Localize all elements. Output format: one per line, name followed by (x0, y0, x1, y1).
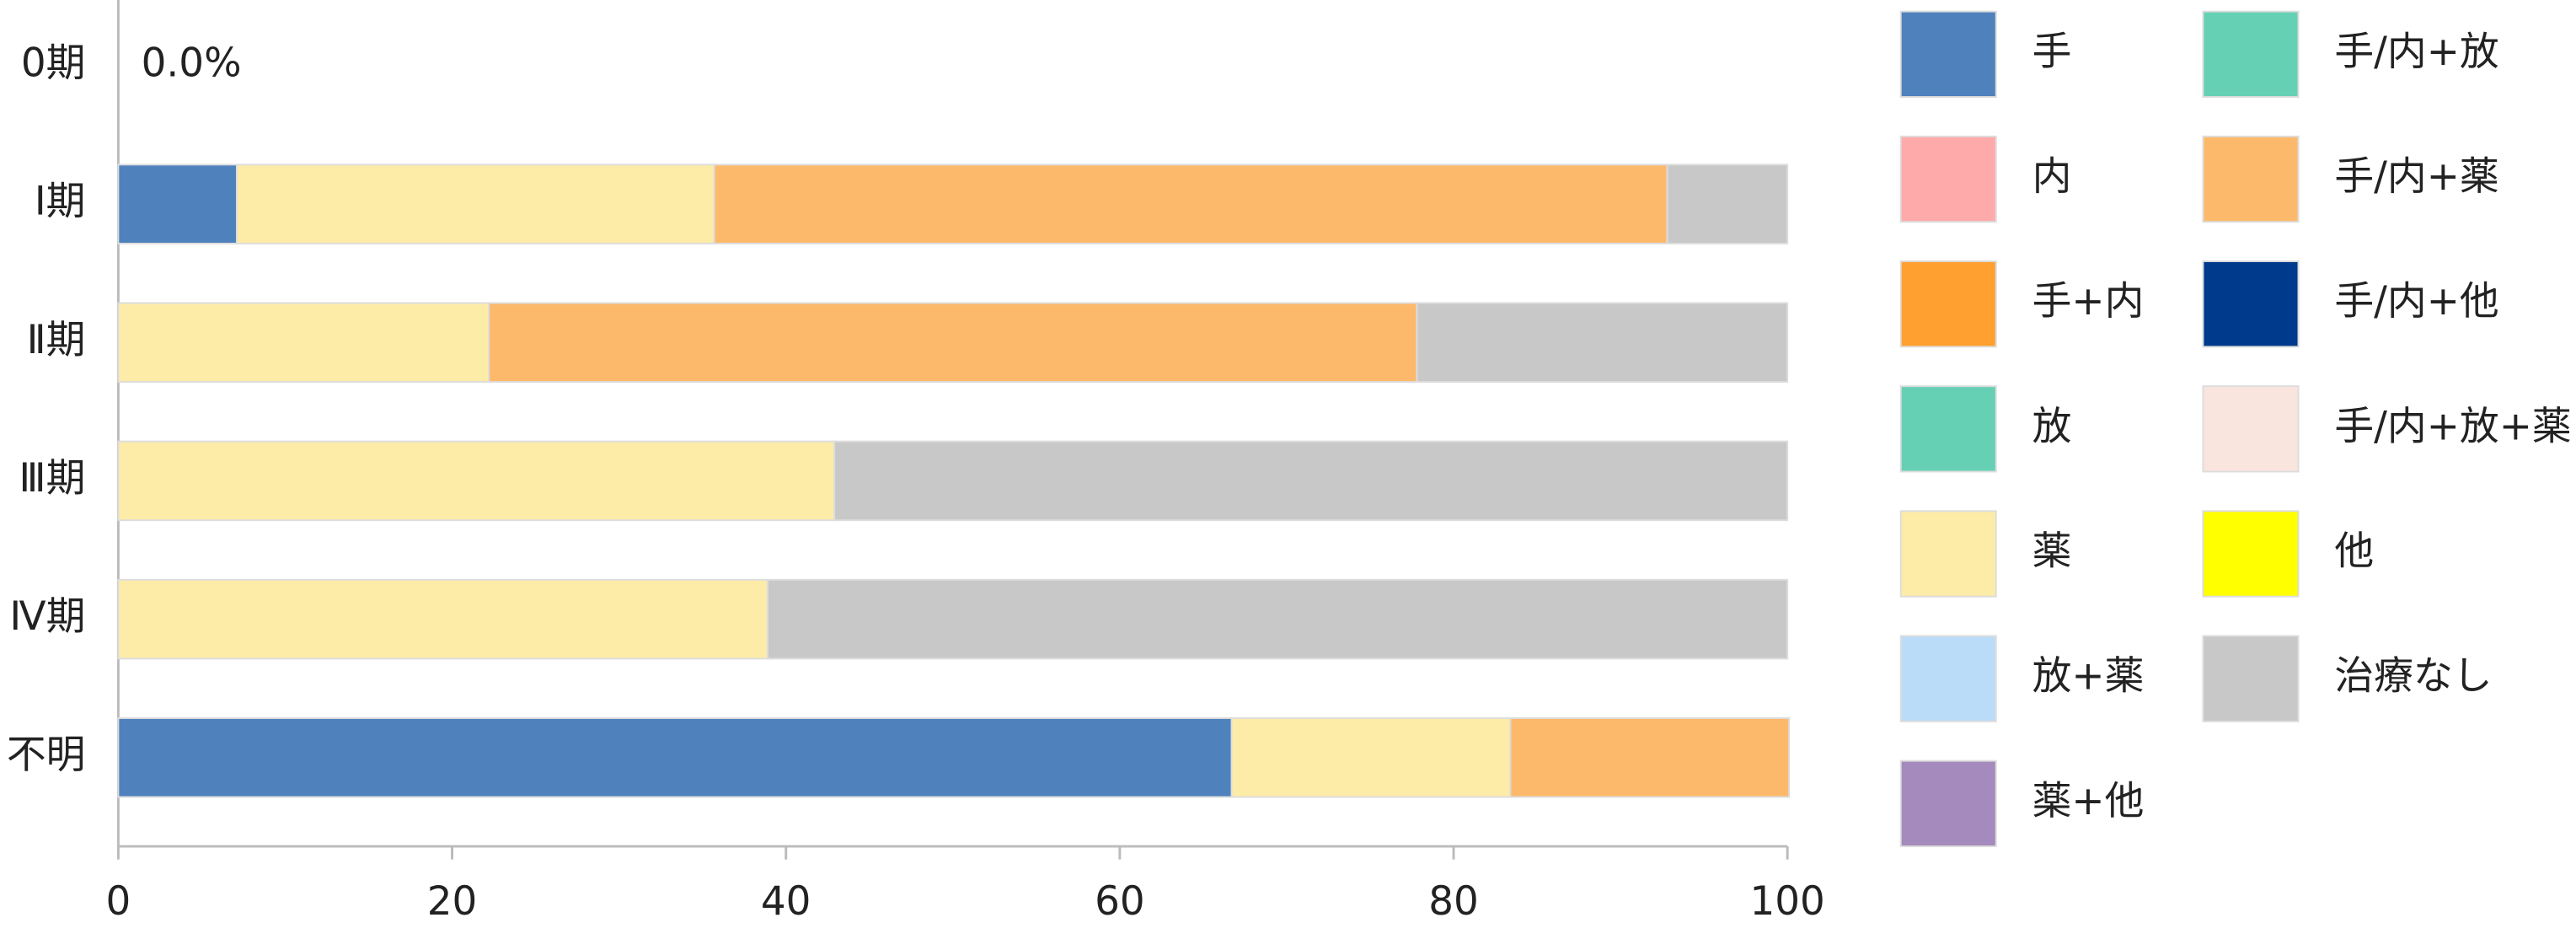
legend-label: 放+薬 (2032, 654, 2145, 700)
x-tick-label: 60 (1095, 879, 1145, 925)
x-tick-label: 40 (761, 879, 811, 925)
legend-swatch (1899, 260, 1997, 348)
y-tick-label: 不明 (7, 732, 86, 778)
legend-swatch (1899, 635, 1997, 722)
bar-segment (488, 302, 1418, 384)
y-tick-label: Ⅱ期 (27, 318, 86, 363)
legend-label: 薬 (2032, 529, 2072, 575)
legend-label: 手/内+放+薬 (2334, 404, 2571, 449)
bar-segment (1509, 716, 1791, 798)
legend-swatch (1899, 510, 1997, 598)
x-tick-label: 80 (1428, 879, 1479, 925)
x-tick-label: 20 (427, 879, 478, 925)
bar-segment (117, 578, 769, 660)
y-tick-label: 0期 (21, 40, 86, 86)
legend-label: 手/内+放 (2334, 30, 2498, 75)
x-tick-label: 100 (1750, 879, 1825, 925)
legend-label: 手/内+薬 (2334, 154, 2498, 200)
legend-swatch (1899, 385, 1997, 473)
legend-label: 薬+他 (2032, 779, 2145, 824)
legend-label: 手/内+他 (2334, 279, 2498, 325)
legend-swatch (2202, 260, 2300, 348)
legend-label: 他 (2334, 529, 2374, 575)
bar-segment (117, 164, 238, 244)
bar-segment (833, 440, 1789, 522)
legend-label: 放 (2032, 404, 2072, 449)
x-tick-label: 0 (106, 879, 131, 925)
legend-label: 治療なし (2334, 654, 2492, 700)
bar-segment (117, 302, 490, 384)
legend-label: 手+内 (2032, 279, 2145, 325)
bar-segment (1416, 302, 1789, 384)
bar-segment (1230, 716, 1512, 798)
legend-swatch (1899, 135, 1997, 223)
legend-swatch (2202, 385, 2300, 473)
legend-label: 内 (2032, 154, 2072, 200)
y-tick-label: Ⅳ期 (9, 594, 85, 640)
bar-segment (713, 164, 1668, 244)
legend-label: 手 (2032, 30, 2072, 75)
bar-segment (236, 164, 715, 244)
y-tick-label: Ⅲ期 (19, 456, 85, 502)
bar-segment (117, 440, 836, 522)
legend-swatch (2202, 135, 2300, 223)
annotation: 0.0% (142, 40, 242, 86)
bar-segment (117, 716, 1233, 798)
legend-swatch (2202, 635, 2300, 722)
y-tick-label: Ⅰ期 (35, 180, 86, 225)
bar-segment (1666, 164, 1789, 244)
legend-swatch (1899, 10, 1997, 99)
legend-swatch (1899, 759, 1997, 848)
legend-swatch (2202, 510, 2300, 598)
legend-swatch (2202, 10, 2300, 99)
bar-segment (766, 578, 1789, 660)
